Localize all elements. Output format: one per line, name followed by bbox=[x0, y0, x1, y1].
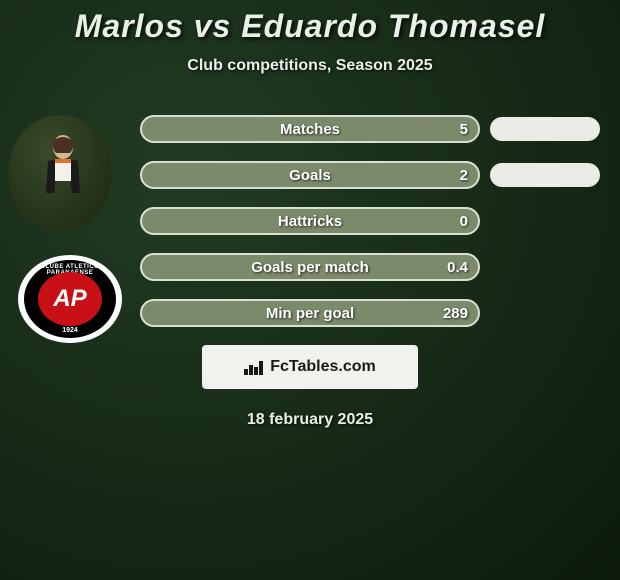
right-pill-matches bbox=[490, 117, 600, 141]
stat-row: Matches 5 bbox=[140, 115, 480, 143]
stat-row: Goals 2 bbox=[140, 161, 480, 189]
stat-value: 0.4 bbox=[447, 259, 468, 276]
player-silhouette-icon bbox=[38, 133, 88, 223]
stat-row: Goals per match 0.4 bbox=[140, 253, 480, 281]
stat-value: 2 bbox=[460, 167, 468, 184]
stat-bar: Goals per match 0.4 bbox=[140, 253, 480, 281]
stats-area: CLUBE ATLETICO PARANAENSE AP 1924 Matche… bbox=[0, 115, 620, 327]
stat-bar: Goals 2 bbox=[140, 161, 480, 189]
stat-label: Goals bbox=[289, 167, 331, 184]
footer-brand-text: FcTables.com bbox=[270, 358, 376, 376]
footer-brand-badge: FcTables.com bbox=[202, 345, 418, 389]
stat-label: Hattricks bbox=[278, 213, 342, 230]
badge-year: 1924 bbox=[24, 327, 116, 334]
stat-row: Hattricks 0 bbox=[140, 207, 480, 235]
team-badge: CLUBE ATLETICO PARANAENSE AP 1924 bbox=[18, 255, 122, 343]
stat-bar: Min per goal 289 bbox=[140, 299, 480, 327]
right-pill-goals bbox=[490, 163, 600, 187]
player-photo bbox=[8, 115, 112, 231]
chart-icon bbox=[244, 359, 264, 375]
stat-label: Goals per match bbox=[251, 259, 369, 276]
stat-value: 5 bbox=[460, 121, 468, 138]
footer-date: 18 february 2025 bbox=[0, 411, 620, 429]
page-title: Marlos vs Eduardo Thomasel bbox=[0, 8, 620, 45]
stat-label: Matches bbox=[280, 121, 340, 138]
stat-value: 289 bbox=[443, 305, 468, 322]
stat-value: 0 bbox=[460, 213, 468, 230]
stat-row: Min per goal 289 bbox=[140, 299, 480, 327]
stat-bar: Hattricks 0 bbox=[140, 207, 480, 235]
stat-label: Min per goal bbox=[266, 305, 354, 322]
badge-monogram: AP bbox=[53, 285, 86, 313]
page-subtitle: Club competitions, Season 2025 bbox=[0, 57, 620, 75]
stat-bar: Matches 5 bbox=[140, 115, 480, 143]
